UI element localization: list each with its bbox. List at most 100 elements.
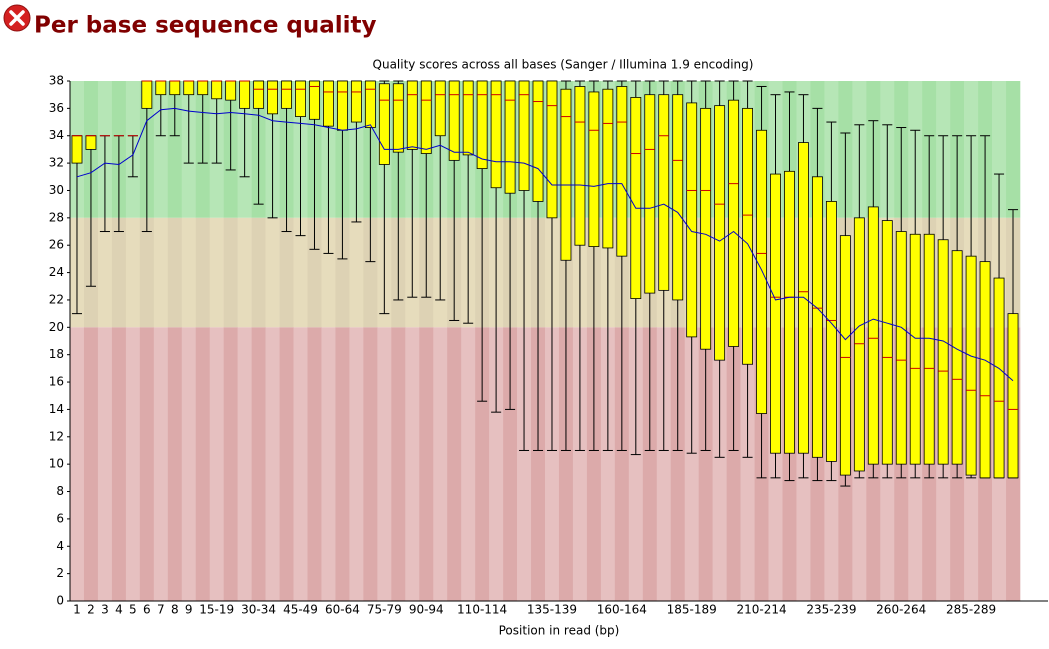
zone-band — [279, 217, 294, 328]
x-tick-label: 30-34 — [241, 603, 276, 617]
zone-band — [97, 327, 113, 601]
y-tick-label: 34 — [49, 128, 64, 142]
zone-band — [1006, 81, 1021, 218]
x-tick-label: 6 — [143, 603, 151, 617]
box — [923, 233, 935, 465]
zone-band — [335, 327, 350, 601]
zone-band — [265, 217, 280, 328]
zone-band — [125, 327, 141, 601]
zone-band — [670, 327, 686, 601]
zone-band — [209, 327, 224, 601]
zone-band — [461, 327, 476, 601]
zone-band — [642, 327, 658, 601]
zone-band — [307, 327, 322, 601]
box — [155, 80, 167, 96]
zone-band — [181, 217, 197, 328]
box — [546, 80, 558, 219]
box — [295, 80, 306, 117]
box — [141, 80, 153, 109]
box — [909, 233, 921, 465]
zone-band — [405, 327, 420, 601]
zone-band — [209, 217, 224, 328]
box — [239, 80, 251, 109]
zone-band — [125, 217, 141, 328]
box — [85, 135, 97, 150]
box — [323, 80, 334, 127]
x-tick-label: 1 — [73, 603, 81, 617]
zone-band — [139, 217, 155, 328]
box — [267, 80, 279, 115]
box — [881, 220, 893, 465]
box — [588, 91, 600, 247]
box — [825, 201, 837, 462]
zone-band — [111, 327, 127, 601]
y-tick-label: 32 — [49, 156, 64, 170]
zone-band — [223, 327, 238, 601]
box — [392, 83, 404, 153]
x-tick-label: 260-264 — [876, 603, 926, 617]
box — [560, 88, 572, 261]
box — [811, 176, 823, 458]
box — [839, 235, 851, 476]
y-tick-label: 2 — [56, 566, 64, 580]
y-tick-label: 24 — [49, 265, 64, 279]
x-tick-label: 75-79 — [367, 603, 402, 617]
box — [798, 142, 809, 454]
box — [728, 99, 740, 347]
x-tick-label: 4 — [115, 603, 123, 617]
zone-band — [251, 327, 266, 601]
zone-band — [111, 217, 127, 328]
zone-band — [181, 327, 197, 601]
y-tick-label: 6 — [56, 511, 64, 525]
page-title: Per base sequence quality — [34, 13, 377, 39]
zone-band — [586, 327, 602, 601]
box — [602, 88, 614, 249]
y-tick-label: 4 — [56, 539, 64, 553]
zone-band — [614, 327, 630, 601]
box — [1007, 313, 1019, 479]
box — [169, 80, 181, 96]
x-tick-label: 5 — [129, 603, 137, 617]
zone-band — [684, 327, 699, 601]
zone-band — [698, 327, 713, 601]
box — [364, 80, 376, 128]
box — [211, 80, 223, 100]
box — [895, 231, 907, 465]
zone-band — [349, 327, 364, 601]
zone-band — [363, 217, 378, 328]
y-tick-label: 8 — [56, 484, 64, 498]
zone-band — [251, 217, 266, 328]
y-tick-label: 16 — [49, 375, 64, 389]
zone-band — [97, 217, 113, 328]
box — [448, 80, 460, 161]
box — [700, 107, 712, 350]
zone-band — [83, 327, 99, 601]
y-tick-label: 22 — [49, 292, 64, 306]
box — [853, 217, 865, 472]
box — [434, 80, 446, 137]
zone-band — [531, 327, 546, 601]
x-tick-label: 8 — [171, 603, 179, 617]
zone-band — [265, 327, 280, 601]
box — [993, 277, 1005, 479]
x-tick-label: 185-189 — [667, 603, 717, 617]
zone-band — [656, 327, 672, 601]
y-tick-label: 20 — [49, 320, 64, 334]
box — [672, 94, 684, 301]
chart-title: Quality scores across all bases (Sanger … — [373, 58, 754, 72]
zone-band — [307, 217, 322, 328]
box — [406, 80, 418, 150]
x-tick-label: 45-49 — [283, 603, 318, 617]
zone-band — [726, 327, 741, 601]
box — [616, 86, 628, 257]
zone-band — [433, 327, 448, 601]
x-tick-label: 9 — [185, 603, 193, 617]
zone-band — [335, 217, 350, 328]
x-tick-label: 7 — [157, 603, 165, 617]
box — [336, 80, 348, 131]
zone-band — [628, 327, 644, 601]
zone-band — [363, 327, 378, 601]
zone-band — [195, 217, 211, 328]
x-tick-label: 110-114 — [457, 603, 507, 617]
mean-line — [76, 107, 1014, 382]
